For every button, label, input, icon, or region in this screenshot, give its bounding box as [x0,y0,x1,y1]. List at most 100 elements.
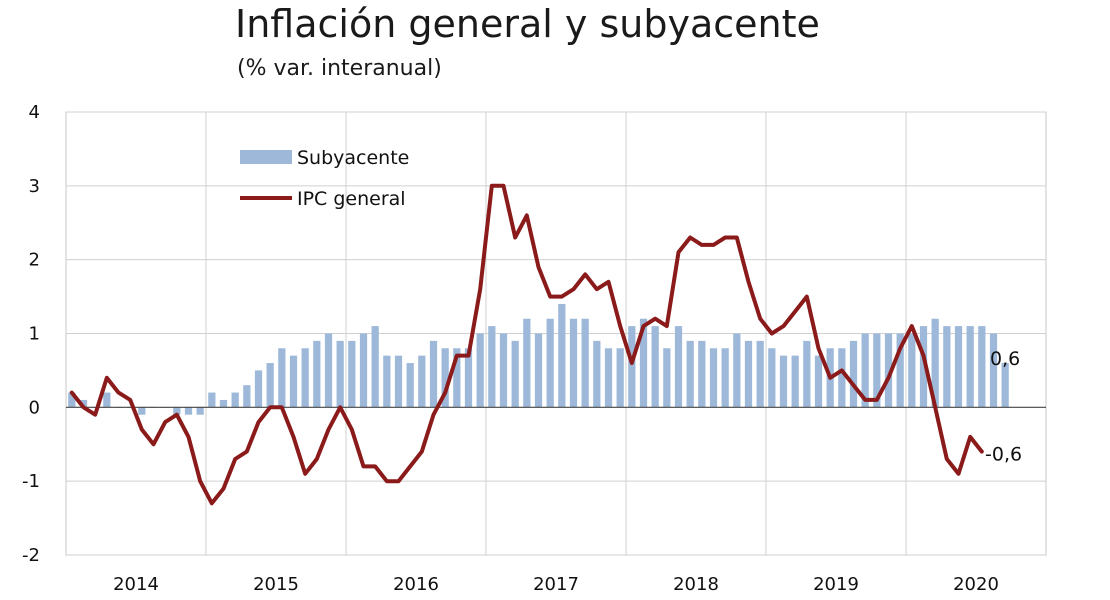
bar-subyacente [593,340,601,408]
bar-subyacente [278,348,286,408]
x-tick-label: 2015 [253,574,299,595]
bar-subyacente [989,333,998,408]
legend-label-ipc-general: IPC general [297,188,406,210]
bar-subyacente [476,333,484,408]
bar-subyacente [313,340,321,408]
bar-subyacente [814,355,823,408]
bar-subyacente [768,348,776,408]
y-tick-label: -2 [22,545,40,566]
bar-subyacente [674,326,683,408]
bar-subyacente [663,348,671,408]
bar-subyacente [908,333,916,408]
bar-subyacente [733,333,741,408]
bar-subyacente [68,392,76,408]
bar-subyacente [499,333,508,408]
chart-title: Inflación general y subyacente [235,2,820,46]
bar-subyacente [558,303,566,408]
bar-subyacente [394,355,403,408]
bar-subyacente [359,333,368,408]
bar-subyacente [231,392,239,408]
bar-subyacente [488,326,496,408]
bar-subyacente [978,326,986,408]
bar-subyacente [721,348,729,408]
bar-subyacente [931,318,939,408]
bar-subyacente [873,333,881,408]
grid [65,111,1047,556]
bar-subyacente [534,333,543,408]
bar-subyacente [919,326,928,408]
bar-subyacente [511,340,519,408]
bar-subyacente [523,318,531,408]
bar-subyacente [943,326,951,408]
bar-subyacente [289,355,298,408]
bar-subyacente [791,355,799,408]
bar-subyacente [371,326,379,408]
bar-subyacente [744,340,753,408]
bar-subyacente [324,333,333,408]
bar-subyacente [173,407,181,415]
bar-subyacente [628,326,636,408]
bar-subyacente [429,340,438,408]
bar-subyacente [779,355,788,408]
y-tick-label: 2 [29,250,40,271]
bar-subyacente [184,407,193,415]
chart-subtitle: (% var. interanual) [237,56,442,81]
bar-subyacente [453,348,461,408]
bar-subyacente [896,333,904,408]
end-label-subyacente: 0,6 [990,348,1020,370]
bar-subyacente [254,370,263,408]
bar-subyacente [336,340,344,408]
bar-subyacente [1001,363,1009,408]
legend-label-subyacente: Subyacente [297,147,409,169]
legend-swatch-subyacente [240,150,292,164]
x-tick-label: 2016 [393,574,439,595]
y-axis-ticks: 4 3 2 1 0 -1 -2 [22,102,40,566]
bars-subyacente [68,303,1009,415]
bar-subyacente [639,318,648,408]
bar-subyacente [441,348,449,408]
bar-subyacente [616,348,624,408]
bar-subyacente [243,385,251,408]
bar-subyacente [709,348,718,408]
legend: Subyacente IPC general [240,147,409,210]
bar-subyacente [103,392,111,408]
bar-subyacente [954,326,963,408]
bar-subyacente [546,318,554,408]
x-axis-ticks: 2014 2015 2016 2017 2018 2019 2020 [113,574,999,595]
bar-subyacente [861,333,869,408]
bar-subyacente [301,348,309,408]
bar-subyacente [756,340,764,408]
y-tick-label: 3 [29,176,40,197]
bar-subyacente [604,348,613,408]
x-tick-label: 2014 [113,574,159,595]
bar-subyacente [219,399,228,408]
ipc-general-line [69,183,984,506]
bar-subyacente [348,340,356,408]
y-tick-label: -1 [22,471,40,492]
bar-subyacente [966,326,974,408]
y-tick-label: 0 [29,397,40,418]
bar-subyacente [418,355,426,408]
bar-subyacente [651,326,659,408]
x-tick-label: 2019 [813,574,859,595]
x-tick-label: 2017 [533,574,579,595]
bar-subyacente [196,407,204,415]
y-tick-label: 4 [29,102,40,123]
bar-subyacente [79,399,88,408]
bar-subyacente [138,407,146,415]
bar-subyacente [803,340,811,408]
bar-subyacente [849,340,858,408]
bar-subyacente [569,318,578,408]
bar-subyacente [838,348,846,408]
bar-subyacente [406,363,414,408]
bar-subyacente [464,348,473,408]
bar-subyacente [884,333,893,408]
bar-subyacente [208,392,216,408]
x-tick-label: 2018 [673,574,719,595]
bar-subyacente [698,340,706,408]
y-tick-label: 1 [29,324,40,345]
end-label-ipc-general: -0,6 [985,444,1022,466]
bar-subyacente [383,355,391,408]
bar-subyacente [686,340,694,408]
